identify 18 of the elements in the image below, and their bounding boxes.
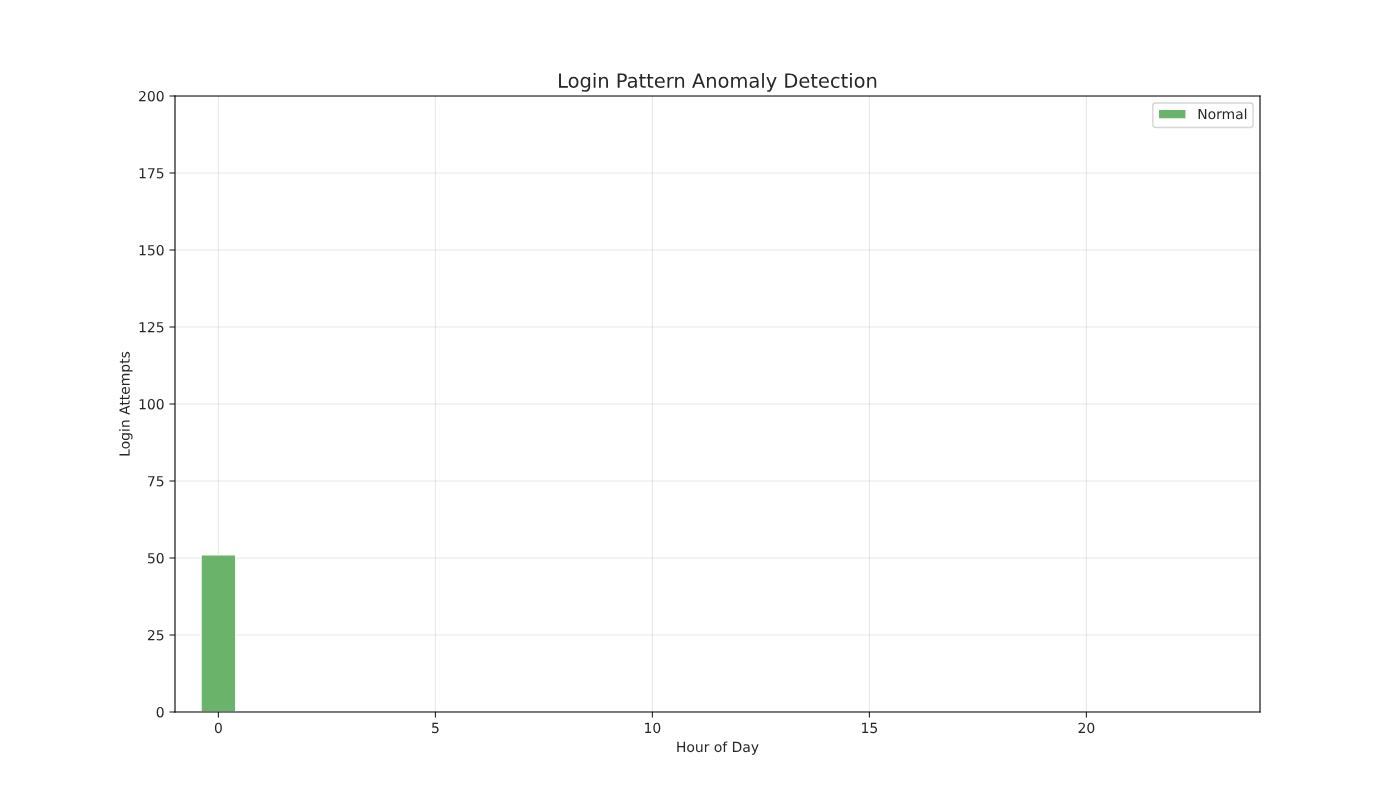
x-tick-label: 5 (432, 722, 439, 734)
y-tick-label: 150 (139, 244, 164, 256)
x-tick-label: 10 (645, 722, 661, 734)
y-tick-label: 25 (147, 629, 164, 641)
y-tick-label: 100 (139, 398, 164, 410)
x-tick-label: 15 (862, 722, 878, 734)
y-tick-label: 0 (156, 706, 164, 718)
y-tick-label: 50 (147, 552, 164, 564)
y-tick-label: 125 (139, 321, 164, 333)
chart-title: Login Pattern Anomaly Detection (559, 72, 877, 92)
x-tick-label: 20 (1078, 722, 1095, 734)
y-tick-label: 200 (139, 90, 164, 102)
y-tick-label: 75 (148, 476, 164, 487)
x-axis-title: Hour of Day (677, 741, 759, 755)
x-tick-label: 0 (214, 722, 222, 734)
y-axis-title: Login Attempts (119, 351, 133, 456)
y-tick-label: 175 (139, 168, 164, 179)
legend-label: Normal (1198, 108, 1247, 120)
